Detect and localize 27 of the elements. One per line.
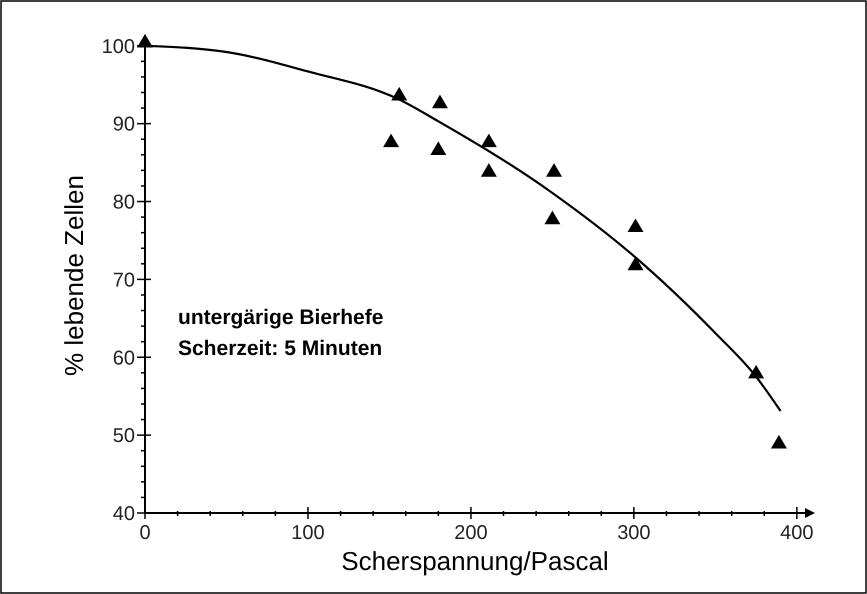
y-tick-label: 90 [112, 114, 135, 136]
x-tick-label: 0 [139, 522, 151, 544]
y-tick-label: 40 [112, 503, 135, 525]
point [628, 256, 644, 270]
y-tick-label: 50 [112, 425, 135, 448]
point [770, 434, 787, 449]
point [137, 34, 153, 48]
x-axis-title: Scherspannung/Pascal [341, 546, 609, 576]
point [430, 141, 446, 155]
x-tick-label: 100 [291, 522, 325, 544]
y-tick-label: 70 [112, 269, 135, 292]
point [544, 210, 560, 224]
x-tick-label: 200 [454, 522, 488, 544]
point [383, 134, 400, 148]
y-tick-label: 80 [112, 192, 135, 214]
y-axis-title: % lebende Zellen [59, 175, 89, 376]
point [432, 94, 448, 108]
point [480, 163, 497, 177]
x-tick-label: 300 [617, 522, 651, 544]
y-tick-label: 60 [112, 347, 135, 370]
y-tick-label: 100 [102, 36, 135, 58]
x-tick-label: 400 [780, 522, 814, 544]
point [480, 134, 497, 148]
annotation: untergärige Bierhefe [178, 306, 384, 329]
annotation: Scherzeit: 5 Minuten [178, 337, 382, 360]
point [546, 163, 562, 177]
point [628, 218, 644, 232]
